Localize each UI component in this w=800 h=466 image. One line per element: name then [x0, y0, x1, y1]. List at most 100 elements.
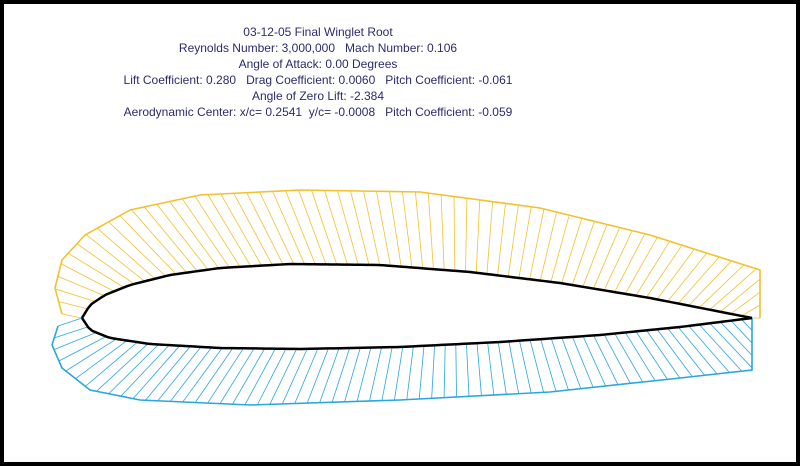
- pressure-vector: [466, 343, 470, 397]
- pressure-vector: [539, 211, 557, 281]
- pressure-vector: [720, 278, 761, 313]
- pressure-vector: [389, 191, 402, 267]
- pressure-vector: [487, 342, 495, 396]
- pressure-vector: [232, 348, 266, 405]
- pressure-vector: [656, 248, 695, 300]
- pressure-vector: [550, 338, 569, 391]
- pressure-vector: [603, 230, 633, 291]
- pressure-vector: [572, 336, 594, 388]
- pressure-vector: [709, 322, 753, 369]
- pressure-vector: [269, 348, 297, 405]
- pressure-vector: [688, 325, 730, 373]
- pressure-vector: [507, 205, 519, 277]
- pressure-vector: [132, 345, 181, 399]
- pressure-vector: [431, 345, 435, 399]
- pressure-vector: [393, 346, 404, 401]
- pressure-vector: [157, 346, 202, 402]
- pressure-vector: [57, 317, 83, 327]
- pressure-vector: [257, 348, 287, 405]
- pressure-vectors: [51, 189, 761, 406]
- pressure-vector: [406, 346, 414, 400]
- pressure-vector: [475, 199, 481, 273]
- pressure-vector: [741, 319, 753, 331]
- pressure-vector: [529, 208, 545, 280]
- pressure-vector: [582, 336, 606, 387]
- pressure-vector: [233, 193, 273, 266]
- pressure-vector: [143, 206, 198, 272]
- pressure-vector: [156, 203, 209, 270]
- pressure-vector: [294, 348, 319, 404]
- pressure-envelope: [54, 189, 761, 318]
- pressure-envelope: [51, 318, 753, 406]
- pressure-vector: [402, 191, 413, 268]
- pressure-vector: [667, 327, 705, 376]
- pressure-vector: [169, 347, 212, 402]
- canvas: [4, 4, 796, 462]
- pressure-vector: [285, 190, 316, 265]
- pressure-vector: [108, 344, 159, 395]
- pressure-vector: [486, 201, 494, 275]
- pressure-vector: [145, 346, 191, 401]
- pressure-vector: [593, 227, 621, 289]
- pressure-vector: [571, 221, 595, 286]
- pressure-vector: [272, 191, 305, 265]
- info-line: Angle of Attack: 0.00 Degrees: [239, 57, 398, 71]
- pressure-vector: [582, 224, 608, 287]
- pressure-vector: [667, 252, 708, 302]
- title: 03-12-05 Final Winglet Root: [243, 25, 393, 39]
- pressure-vector: [540, 339, 557, 392]
- pressure-vector: [635, 241, 671, 296]
- pressure-vector: [677, 256, 720, 304]
- pressure-vector: [646, 244, 683, 298]
- info-line: Angle of Zero Lift: -2.384: [252, 89, 384, 103]
- pressure-vector: [414, 191, 424, 269]
- pressure-vector: [603, 334, 631, 384]
- pressure-vector: [61, 313, 83, 319]
- pressure-vector: [698, 324, 743, 372]
- pressure-vector: [85, 234, 145, 282]
- pressure-vector: [324, 190, 348, 265]
- pressure-vector: [698, 264, 745, 308]
- pressure-vector: [624, 237, 658, 295]
- pressure-vector: [337, 190, 359, 265]
- pressure-vector: [60, 263, 115, 292]
- pressure-vector: [529, 339, 545, 393]
- pressure-vector: [656, 329, 693, 377]
- pressure-vector: [120, 344, 170, 397]
- pressure-vector: [194, 195, 241, 268]
- pressure-vector: [561, 337, 582, 389]
- pressure-vector: [67, 252, 125, 288]
- pressure-vector: [244, 348, 276, 405]
- pressure-vector: [363, 190, 381, 266]
- pressure-vector: [427, 193, 434, 270]
- pressure-vector: [614, 333, 644, 383]
- pressure-vector: [440, 194, 445, 271]
- info-line: Lift Coefficient: 0.280 Drag Coefficient…: [124, 73, 513, 87]
- pressure-vector: [298, 189, 327, 265]
- pressure-vector: [376, 191, 391, 266]
- pressure-vector: [465, 198, 468, 272]
- pressure-vector: [119, 215, 177, 275]
- pressure-vector: [453, 196, 456, 271]
- pressure-vector: [720, 321, 753, 356]
- airfoil-lower: [80, 316, 753, 351]
- info-line: Aerodynamic Center: x/c= 0.2541 y/c= -0.…: [124, 105, 513, 119]
- pressure-vector: [311, 190, 338, 265]
- pressure-vector: [730, 320, 753, 344]
- pressure-vector: [55, 288, 96, 302]
- pressure-vector: [53, 332, 97, 350]
- info-line: Reynolds Number: 3,000,000 Mach Number: …: [179, 41, 457, 55]
- pressure-vector: [550, 215, 570, 282]
- pressure-vector: [508, 341, 520, 394]
- pressure-vector: [730, 291, 761, 315]
- pressure-vector: [381, 347, 393, 401]
- airfoil-upper: [80, 262, 753, 320]
- pressure-vector: [709, 268, 757, 311]
- pressure-vector: [96, 343, 149, 392]
- pressure-vector: [85, 341, 138, 387]
- pressure-vector: [741, 304, 761, 317]
- pressure-vector: [319, 348, 340, 403]
- pressure-vector: [625, 332, 656, 381]
